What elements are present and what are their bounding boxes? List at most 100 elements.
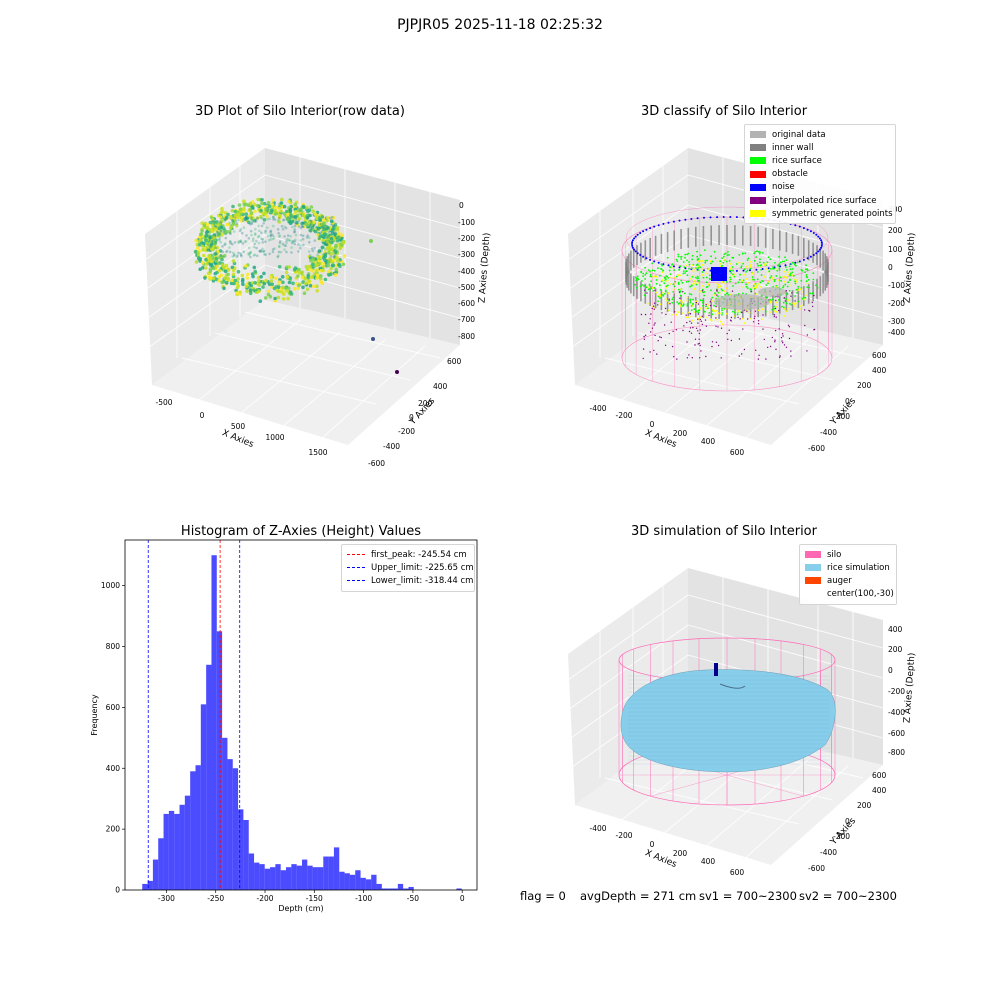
point <box>330 231 335 236</box>
z-tick-label: 100 <box>888 245 903 254</box>
point <box>273 212 278 216</box>
point <box>207 253 211 258</box>
point <box>299 233 303 237</box>
point <box>239 253 243 256</box>
point <box>262 222 266 225</box>
noise-point <box>662 263 665 266</box>
rice-surface-point <box>634 283 636 286</box>
noise-point <box>642 230 645 233</box>
z-tick-label: -200 <box>458 234 475 243</box>
point <box>204 234 208 238</box>
point <box>236 284 241 288</box>
rice-surface-point <box>778 255 780 258</box>
point <box>224 276 228 280</box>
point <box>224 228 227 232</box>
rice-surface-point <box>641 280 643 282</box>
point <box>299 207 303 212</box>
rice-surface-point <box>774 279 776 281</box>
rice-surface-point <box>805 264 807 267</box>
rice-surface-point <box>645 272 648 275</box>
point <box>289 235 292 238</box>
point <box>253 209 257 214</box>
noise-point <box>667 221 670 224</box>
rice-surface-point <box>644 278 646 280</box>
y-tick-label: 400 <box>872 786 887 795</box>
point <box>241 242 245 245</box>
point <box>276 289 281 294</box>
point <box>248 288 253 293</box>
noise-point <box>818 237 821 240</box>
rice-surface-point <box>672 283 675 286</box>
rice-surface-point <box>804 268 807 271</box>
point <box>322 232 327 236</box>
point <box>231 220 235 224</box>
rice-surface-point <box>651 262 654 265</box>
x-tick-label: 400 <box>701 857 716 866</box>
rice-surface-point <box>698 309 701 311</box>
rice-surface-point <box>664 290 667 293</box>
point <box>265 214 269 219</box>
point <box>225 250 228 254</box>
z-tick-label: -400 <box>458 267 475 276</box>
point <box>290 246 293 249</box>
point <box>225 215 229 220</box>
point <box>309 230 313 233</box>
point <box>333 251 337 255</box>
point <box>301 225 304 228</box>
rice-surface-point <box>704 260 707 262</box>
point <box>254 220 258 223</box>
rice-surface-point <box>710 255 712 258</box>
rice-surface-point <box>722 261 725 264</box>
point <box>316 254 321 259</box>
noise-point <box>794 224 797 227</box>
point <box>217 222 222 227</box>
point <box>335 227 340 232</box>
point <box>250 216 253 220</box>
rice-surface-point <box>773 267 776 270</box>
rice-surface-point <box>791 271 794 274</box>
noise-point <box>784 264 787 267</box>
point <box>342 254 347 258</box>
point <box>326 225 330 229</box>
noise-point <box>667 264 670 267</box>
point <box>293 224 297 228</box>
point <box>306 216 310 219</box>
rice-surface-point <box>802 296 805 298</box>
point <box>233 278 238 283</box>
rice-surface-point <box>679 294 682 297</box>
point <box>296 274 300 278</box>
point <box>223 229 226 232</box>
rice-surface-point <box>767 256 770 259</box>
point <box>271 198 275 203</box>
grid-line <box>567 204 689 291</box>
point <box>285 274 289 279</box>
point <box>253 233 257 236</box>
point <box>285 217 290 221</box>
rice-surface-point <box>689 298 692 301</box>
point <box>265 226 269 229</box>
point <box>230 209 235 213</box>
point <box>244 284 249 289</box>
point <box>308 213 312 218</box>
rice-surface-point <box>665 285 668 288</box>
point <box>299 226 303 230</box>
rice-simulation-surface <box>620 669 836 773</box>
rice-surface-point <box>673 269 675 271</box>
rice-surface-point <box>668 266 671 268</box>
x-tick-label: 600 <box>730 448 745 457</box>
noise-point <box>820 241 823 244</box>
point <box>285 239 288 242</box>
noise-point <box>818 248 821 251</box>
point <box>247 252 250 255</box>
point <box>229 224 232 227</box>
x-tick-label: 1000 <box>265 433 284 442</box>
point <box>332 258 337 263</box>
rice-surface-point <box>778 300 781 303</box>
noise-point <box>806 257 809 260</box>
z-axis-label: Z Axies (Depth) <box>903 652 918 723</box>
point <box>211 220 215 224</box>
point <box>326 216 330 220</box>
point <box>259 249 263 252</box>
point <box>281 280 285 285</box>
noise-point <box>690 218 693 220</box>
